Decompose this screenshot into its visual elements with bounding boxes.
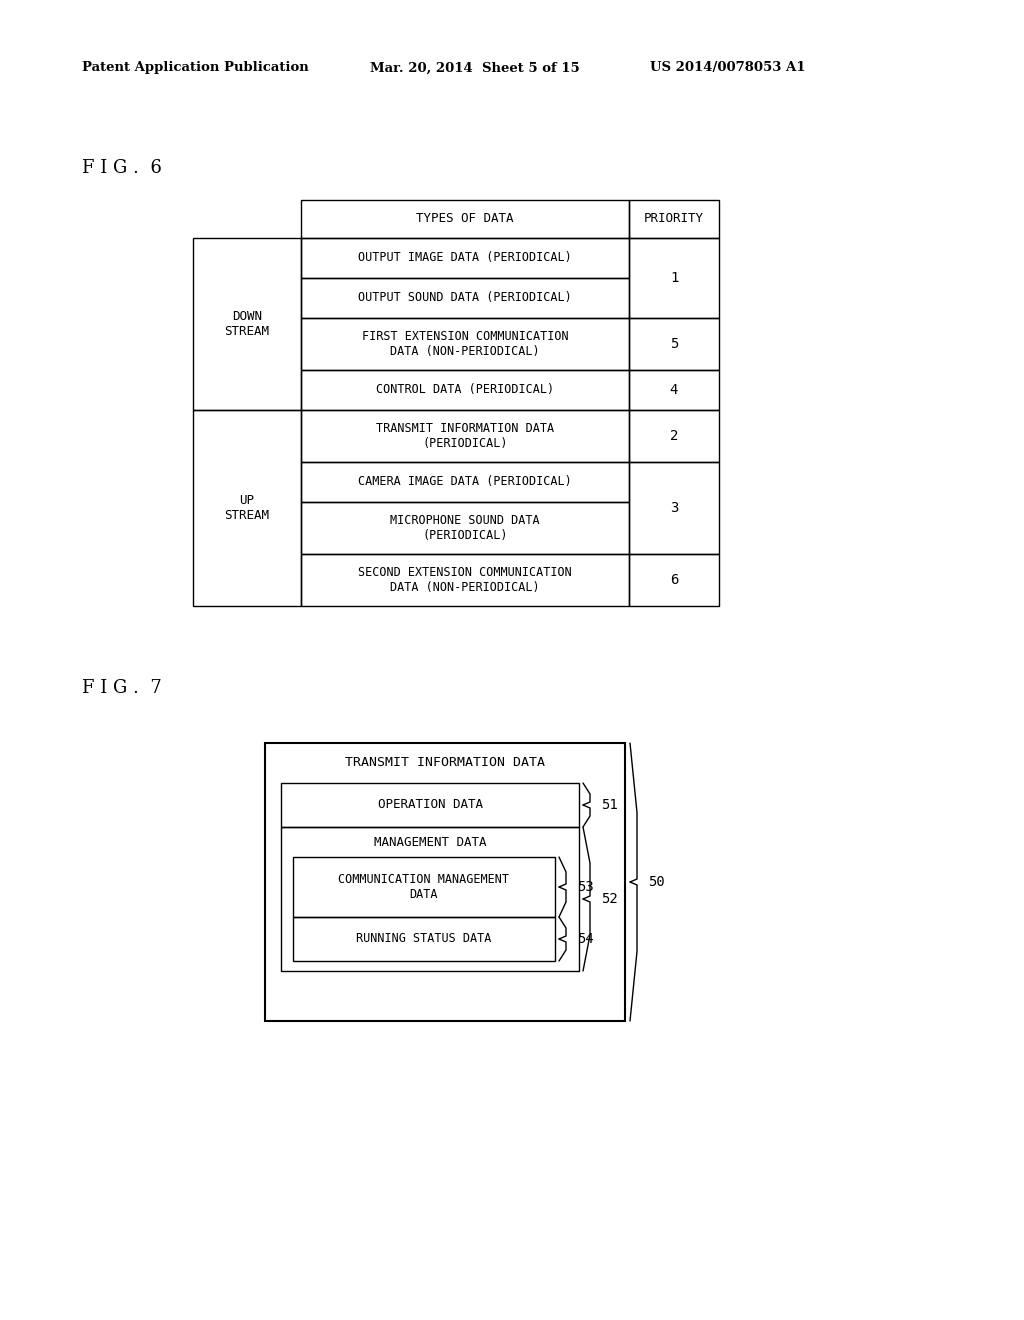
Text: DOWN
STREAM: DOWN STREAM (224, 310, 269, 338)
Text: 6: 6 (670, 573, 678, 587)
Text: 5: 5 (670, 337, 678, 351)
Text: CONTROL DATA (PERIODICAL): CONTROL DATA (PERIODICAL) (376, 384, 554, 396)
Bar (629, 411, 719, 462)
Text: OUTPUT IMAGE DATA (PERIODICAL): OUTPUT IMAGE DATA (PERIODICAL) (358, 252, 571, 264)
Text: UP
STREAM: UP STREAM (224, 494, 269, 521)
Text: CAMERA IMAGE DATA (PERIODICAL): CAMERA IMAGE DATA (PERIODICAL) (358, 475, 571, 488)
Text: MANAGEMENT DATA: MANAGEMENT DATA (374, 836, 486, 849)
Text: Patent Application Publication: Patent Application Publication (82, 62, 309, 74)
Bar (301, 554, 629, 606)
Text: 2: 2 (670, 429, 678, 444)
Bar (629, 238, 719, 318)
Bar (193, 238, 301, 411)
Bar (629, 370, 719, 411)
Bar (281, 783, 579, 828)
Text: F I G .  6: F I G . 6 (82, 158, 162, 177)
Text: 53: 53 (577, 880, 594, 894)
Bar (301, 370, 629, 411)
Bar (629, 318, 719, 370)
Bar (301, 502, 629, 554)
Text: MICROPHONE SOUND DATA
(PERIODICAL): MICROPHONE SOUND DATA (PERIODICAL) (390, 513, 540, 543)
Bar (629, 462, 719, 554)
Bar (301, 201, 629, 238)
Text: OPERATION DATA: OPERATION DATA (378, 799, 482, 812)
Bar (281, 828, 579, 972)
Text: 52: 52 (601, 892, 617, 906)
Text: 3: 3 (670, 502, 678, 515)
Bar (301, 318, 629, 370)
Text: 1: 1 (670, 271, 678, 285)
Bar (629, 201, 719, 238)
Text: US 2014/0078053 A1: US 2014/0078053 A1 (650, 62, 806, 74)
Bar (193, 411, 301, 606)
Text: FIRST EXTENSION COMMUNICATION
DATA (NON-PERIODICAL): FIRST EXTENSION COMMUNICATION DATA (NON-… (361, 330, 568, 358)
Bar (265, 743, 625, 1020)
Text: OUTPUT SOUND DATA (PERIODICAL): OUTPUT SOUND DATA (PERIODICAL) (358, 292, 571, 305)
Bar (301, 462, 629, 502)
Text: Mar. 20, 2014  Sheet 5 of 15: Mar. 20, 2014 Sheet 5 of 15 (370, 62, 580, 74)
Bar (293, 857, 555, 917)
Text: TYPES OF DATA: TYPES OF DATA (416, 213, 514, 226)
Text: TRANSMIT INFORMATION DATA
(PERIODICAL): TRANSMIT INFORMATION DATA (PERIODICAL) (376, 422, 554, 450)
Text: SECOND EXTENSION COMMUNICATION
DATA (NON-PERIODICAL): SECOND EXTENSION COMMUNICATION DATA (NON… (358, 566, 571, 594)
Text: 4: 4 (670, 383, 678, 397)
Text: RUNNING STATUS DATA: RUNNING STATUS DATA (356, 932, 492, 945)
Text: 50: 50 (648, 875, 665, 888)
Text: 54: 54 (577, 932, 594, 946)
Text: F I G .  7: F I G . 7 (82, 678, 162, 697)
Bar (293, 917, 555, 961)
Bar (301, 238, 629, 279)
Bar (629, 554, 719, 606)
Bar (301, 411, 629, 462)
Text: PRIORITY: PRIORITY (644, 213, 705, 226)
Text: 51: 51 (601, 799, 617, 812)
Text: TRANSMIT INFORMATION DATA: TRANSMIT INFORMATION DATA (345, 756, 545, 770)
Text: COMMUNICATION MANAGEMENT
DATA: COMMUNICATION MANAGEMENT DATA (339, 873, 510, 902)
Bar (301, 279, 629, 318)
